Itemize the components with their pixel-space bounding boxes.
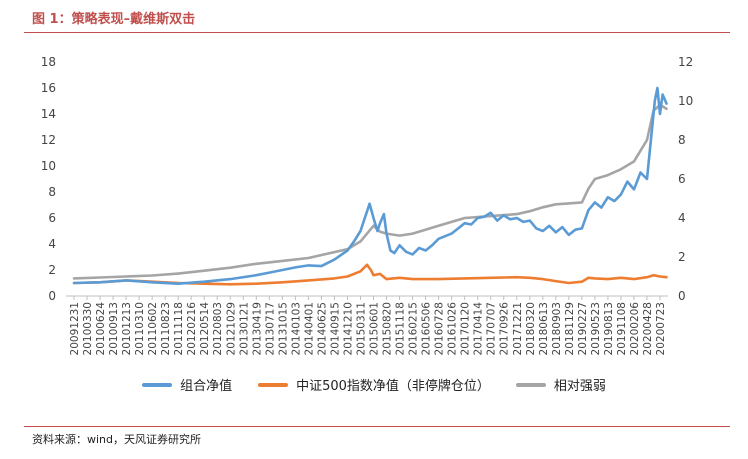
y-left-tick-label: 0 [48, 289, 56, 303]
x-tick-label: 20180613 [538, 302, 550, 355]
x-tick-label: 20180320 [525, 302, 537, 355]
x-tick-label: 20150311 [355, 302, 367, 355]
x-tick-label: 20160506 [421, 302, 433, 356]
x-tick-label: 20191108 [616, 302, 628, 355]
x-tick-label: 20111118 [173, 302, 185, 355]
x-tick-label: 20170414 [473, 302, 485, 356]
y-right-tick-label: 2 [678, 250, 686, 264]
x-tick-label: 20100913 [108, 302, 120, 355]
line-chart: 0 2 4 6 8 10 12 14 16 18 0 2 4 6 8 10 12 20091231 20100330… [41, 55, 694, 355]
y-left-tick-label: 2 [48, 263, 56, 277]
x-tick-label: 20180903 [551, 302, 563, 355]
legend-item-portfolio: 组合净值 [142, 375, 232, 394]
x-tick-label: 20200206 [629, 302, 641, 356]
y-right-tick-label: 6 [678, 172, 686, 186]
y-right-tick-label: 12 [678, 55, 693, 69]
series-line [72, 103, 668, 280]
x-tick-label: 20140103 [290, 302, 302, 355]
legend-item-csi500: 中证500指数净值（非停牌仓位） [258, 375, 490, 394]
x-tick-label: 20130717 [264, 302, 276, 355]
x-tick-label: 20130121 [238, 302, 250, 355]
x-tick-label: 20170120 [460, 302, 472, 355]
legend-label-portfolio: 组合净值 [180, 379, 233, 394]
y-left-tick-label: 18 [41, 55, 56, 69]
x-tick-label: 20170926 [499, 302, 511, 356]
legend-swatch-csi500 [258, 382, 289, 387]
x-tick-label: 20200723 [655, 302, 667, 355]
legend-swatch-portfolio [142, 382, 173, 387]
y-right-tick-label: 10 [678, 94, 693, 108]
chart-series-lines [72, 86, 668, 286]
x-tick-label: 20150601 [369, 302, 381, 355]
x-tick-label: 20140401 [303, 302, 315, 355]
legend-label-relative-strength: 相对强弱 [553, 379, 606, 394]
x-tick-label: 20190227 [577, 302, 589, 355]
x-tick-label: 20200428 [642, 302, 654, 355]
x-tick-label: 20100624 [95, 302, 107, 356]
legend-label-csi500: 中证500指数净值（非停牌仓位） [296, 379, 490, 394]
title-divider [24, 32, 730, 33]
x-tick-label: 20091231 [69, 302, 81, 355]
y-right-tick-label: 8 [678, 133, 686, 147]
x-tick-label: 20130419 [251, 302, 263, 355]
legend-swatch-relative-strength [515, 382, 546, 387]
chart-axes: 0 2 4 6 8 10 12 14 16 18 0 2 4 6 8 10 12 20091231 20100330… [41, 55, 694, 355]
x-tick-label: 20110823 [160, 302, 172, 355]
x-tick-label: 20170707 [486, 302, 498, 355]
x-tick-label: 20120514 [199, 302, 211, 356]
x-tick-label: 20120216 [186, 302, 198, 356]
x-tick-label: 20110310 [134, 302, 146, 355]
x-tick-label: 20171221 [512, 302, 524, 355]
x-tick-label: 20161026 [447, 302, 459, 356]
x-tick-label: 20160215 [408, 302, 420, 355]
x-tick-label: 20160728 [434, 302, 446, 355]
x-tick-label: 20120803 [212, 302, 224, 355]
y-left-tick-label: 16 [41, 81, 56, 95]
figure-title: 图 1：策略表现–戴维斯双击 [32, 12, 196, 27]
source-divider [24, 426, 730, 427]
y-left-tick-label: 8 [48, 185, 56, 199]
y-left-tick-label: 14 [41, 107, 56, 121]
x-tick-label: 20100330 [82, 302, 94, 355]
x-tick-label: 20140915 [329, 302, 341, 355]
y-right-tick-label: 0 [678, 289, 686, 303]
x-tick-label: 20141210 [342, 302, 354, 355]
y-right-tick-label: 4 [678, 211, 686, 225]
x-tick-label: 20151118 [395, 302, 407, 355]
legend-item-relative-strength: 相对强弱 [515, 375, 606, 394]
x-tick-label: 20150820 [382, 302, 394, 355]
x-tick-label: 20121029 [225, 302, 237, 355]
x-tick-label: 20101213 [121, 302, 133, 355]
y-left-tick-label: 12 [41, 133, 56, 147]
source-note: 资料来源：wind，天风证券研究所 [32, 433, 202, 446]
series-line [72, 263, 668, 286]
y-left-tick-label: 10 [41, 159, 56, 173]
x-tick-label: 20190523 [590, 302, 602, 355]
x-tick-label: 20140625 [316, 302, 328, 355]
x-tick-label: 20190813 [603, 302, 615, 355]
series-line [72, 86, 668, 285]
y-left-tick-label: 4 [48, 237, 56, 251]
x-tick-label: 20110602 [147, 302, 159, 355]
chart-legend: 组合净值 中证500指数净值（非停牌仓位） 相对强弱 [0, 375, 748, 394]
x-tick-label: 20181129 [564, 302, 576, 355]
y-left-tick-label: 6 [48, 211, 56, 225]
x-tick-label: 20131015 [277, 302, 289, 355]
